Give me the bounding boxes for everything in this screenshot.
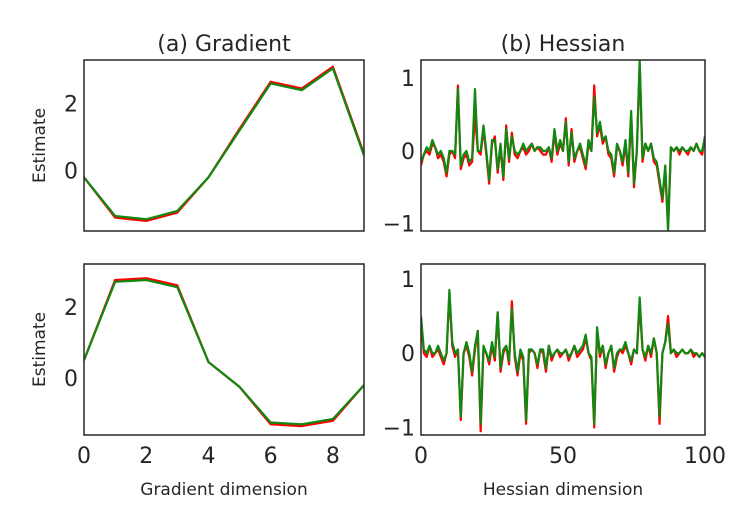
hessian-top-title: (b) Hessian <box>501 32 626 57</box>
gradient-bottom-series-line-0 <box>84 277 364 428</box>
hessian-bottom-series-group <box>421 288 705 433</box>
gradient-top-title: (a) Gradient <box>157 32 291 57</box>
gradient-top-panel: 0 2 (a) Gradient Estimate <box>30 32 365 232</box>
hessian-top-series-line-1 <box>421 60 705 231</box>
hessian-bottom-ytick-label: 1 <box>401 268 415 293</box>
gradient-bottom-ytick-label: 2 <box>64 296 78 321</box>
hessian-bottom-series-line-1 <box>421 288 705 425</box>
hessian-top-series-group <box>421 60 705 231</box>
hessian-top-panel: −1 0 1 (b) Hessian <box>383 32 706 238</box>
gradient-bottom-xtick-label: 2 <box>139 444 153 469</box>
gradient-top-ytick-label: 2 <box>64 93 78 118</box>
gradient-bottom-axes-frame <box>83 263 365 436</box>
gradient-bottom-xtick-label: 8 <box>326 444 340 469</box>
gradient-bottom-ytick-label: 0 <box>64 367 78 392</box>
gradient-top-ytick-label: 0 <box>64 160 78 185</box>
hessian-top-ytick-label: 0 <box>401 140 415 165</box>
gradient-bottom-xtick-label: 0 <box>77 444 91 469</box>
gradient-top-series-group <box>84 65 364 223</box>
gradient-bottom-xtick-label: 6 <box>264 444 278 469</box>
hessian-bottom-xlabel: Hessian dimension <box>483 480 643 500</box>
hessian-bottom-xtick-label: 100 <box>684 444 726 469</box>
gradient-bottom-series-line-1 <box>84 278 364 426</box>
gradient-top-ylabel: Estimate <box>30 108 50 183</box>
hessian-bottom-axes-frame <box>420 263 706 436</box>
gradient-top-series-line-1 <box>84 67 364 221</box>
hessian-bottom-xtick-label: 50 <box>549 444 577 469</box>
hessian-bottom-ytick-label: 0 <box>401 342 415 367</box>
gradient-bottom-panel: 0 2 0 2 4 6 8 Gradient dimension Estimate <box>30 263 365 500</box>
gradient-bottom-xtick-label: 4 <box>201 444 215 469</box>
hessian-bottom-ytick-label: −1 <box>383 417 415 442</box>
gradient-bottom-xlabel: Gradient dimension <box>140 480 307 500</box>
gradient-bottom-series-group <box>84 277 364 428</box>
hessian-bottom-xtick-label: 0 <box>414 444 428 469</box>
gradient-bottom-ylabel: Estimate <box>30 312 50 387</box>
hessian-top-ytick-label: −1 <box>383 213 415 238</box>
gradient-top-axes-frame <box>83 59 365 232</box>
gradient-top-series-line-0 <box>84 65 364 223</box>
hessian-top-ytick-label: 1 <box>401 67 415 92</box>
hessian-top-axes-frame <box>420 59 706 232</box>
